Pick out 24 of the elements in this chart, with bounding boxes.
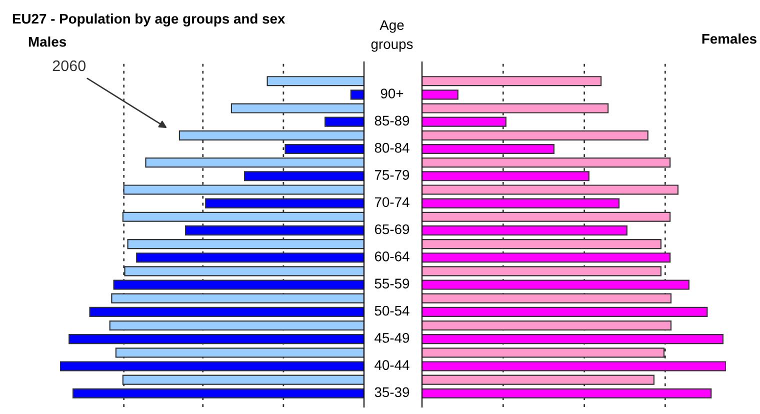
y-tick-label: 40-44	[374, 360, 410, 370]
chart-subtitle: Males	[28, 36, 66, 47]
y-tick-label: 50-54	[374, 306, 410, 316]
y-tick-label: 80-84	[374, 142, 410, 153]
y-tick-label: 90+	[380, 88, 404, 98]
chart-title: EU27 - Population by age groups and sex	[12, 13, 286, 27]
y-tick-label: 65-69	[374, 224, 410, 234]
y-tick-label: 35-39	[374, 387, 410, 398]
bar	[422, 320, 672, 331]
y-tick-label: 70-74	[374, 197, 410, 208]
y-tick-label: 60-64	[374, 252, 410, 262]
annotation: 2060	[52, 60, 86, 72]
bar	[109, 320, 364, 331]
chart-subtitle: Females	[702, 34, 756, 44]
y-tick-label: 85-89	[374, 116, 410, 126]
y-tick-label: 45-49	[374, 332, 410, 343]
bar	[422, 306, 708, 317]
bar	[422, 90, 458, 100]
y-tick-label: 75-79	[374, 170, 410, 180]
y-tick-label: 55-59	[374, 278, 410, 288]
y-axis-title: Age groups	[371, 20, 413, 52]
bar	[324, 116, 364, 127]
bar	[89, 306, 364, 317]
bar	[350, 90, 364, 100]
